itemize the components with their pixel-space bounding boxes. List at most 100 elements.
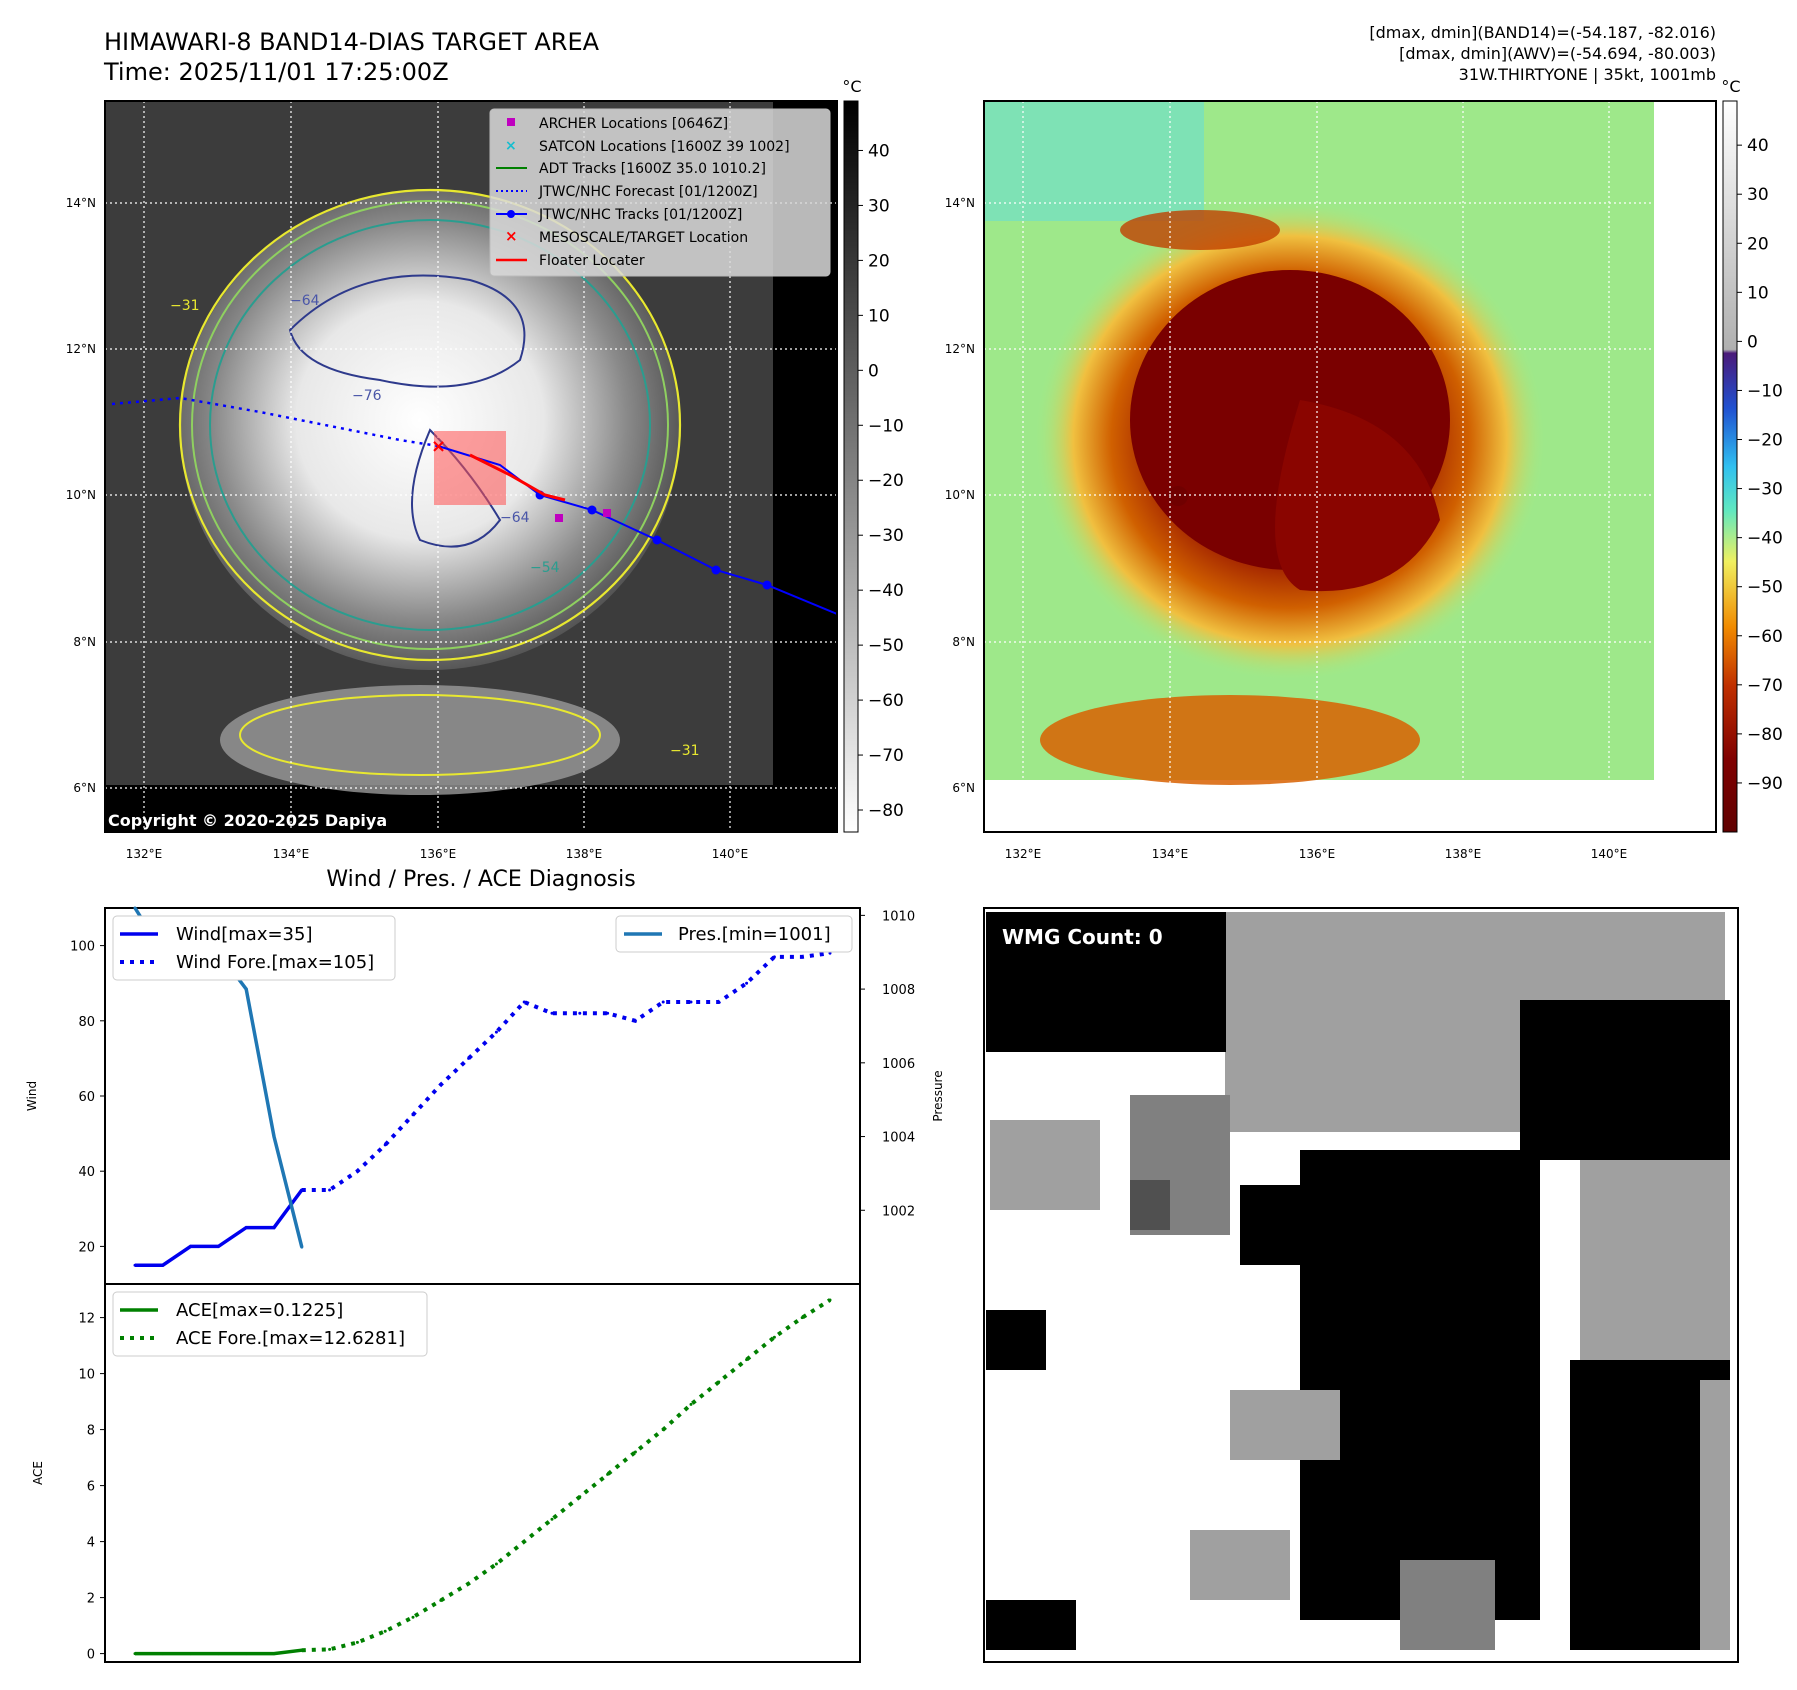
colorbar-tick-label: −20 [1747, 431, 1783, 451]
ir-colorbar-ticks: 40 30 20 10 0 −10 −20 −30 −40 −50 −60 −70 −80 [858, 141, 904, 821]
wmg-black-region-east [1300, 1150, 1540, 1620]
wind-forecast-line-point [300, 1188, 304, 1192]
ace-series-line-point [189, 1652, 193, 1656]
ace-forecast-line-point [550, 1517, 554, 1521]
ir-lat-tick: 10°N [66, 488, 96, 502]
awv-southern-band [1040, 695, 1420, 785]
awv-spiral-band [1275, 400, 1440, 592]
legend-archer: ARCHER Locations [0646Z] [539, 116, 728, 132]
awv-lon-tick: 132°E [1005, 847, 1042, 861]
ace-forecast-line-point [411, 1615, 415, 1619]
ir-lat-ticks: 14°N 12°N 10°N 8°N 6°N [66, 196, 96, 795]
legend-satcon: SATCON Locations [1600Z 39 1002] [539, 139, 790, 155]
ace-forecast-line-point [578, 1495, 582, 1499]
ir-lon-tick: 134°E [273, 847, 310, 861]
diagnosis-title: Wind / Pres. / ACE Diagnosis [326, 867, 635, 892]
legend-satcon-icon: × [505, 138, 517, 154]
pressure-series-line-point [300, 1245, 304, 1249]
contour-label-4: −54 [530, 560, 560, 576]
colorbar-tick-label: 40 [868, 141, 890, 161]
awv-moist-patch [984, 101, 1204, 221]
ace-forecast-line-point [439, 1598, 443, 1602]
colorbar-tick-label: −50 [1747, 578, 1783, 598]
wind-forecast-line-point [550, 1011, 554, 1015]
colorbar-tick-label: 40 [1747, 136, 1769, 156]
ace-forecast-line-point [745, 1358, 749, 1362]
wind-forecast-line-point [772, 955, 776, 959]
colorbar-tick-label: −60 [1747, 627, 1783, 647]
wmg-gray-region-west [990, 1120, 1100, 1210]
pressure-tick-label: 1006 [882, 1057, 915, 1072]
wmg-black-region-ne [1520, 1000, 1730, 1160]
ace-legend [112, 1291, 428, 1357]
awv-lat-tick: 12°N [945, 342, 975, 356]
colorbar-tick-label: −30 [1747, 480, 1783, 500]
contour-label-3: −64 [500, 510, 530, 526]
ir-lon-tick: 140°E [712, 847, 749, 861]
pressure-series-line-point [272, 1135, 276, 1139]
awv-northern-band [1120, 210, 1280, 250]
wind-forecast-line [301, 951, 831, 1192]
legend-target-icon: × [505, 227, 518, 245]
colorbar-tick-label: −40 [868, 581, 904, 601]
colorbar-tick-label: −40 [1747, 529, 1783, 549]
colorbar-tick-label: 10 [1747, 283, 1769, 303]
ace-tick-label: 8 [87, 1424, 95, 1439]
ir-colorbar [843, 100, 859, 833]
wmg-black-region-nw [986, 912, 1226, 1052]
colorbar-tick-label: 20 [868, 251, 890, 271]
ace-forecast-line [301, 1298, 832, 1653]
ir-lat-tick: 12°N [66, 342, 96, 356]
awv-lon-tick: 140°E [1591, 847, 1628, 861]
ir-lat-tick: 6°N [73, 781, 96, 795]
awv-map-frame [983, 100, 1717, 833]
wind-tick-label: 40 [78, 1165, 95, 1180]
pressure-tick-label: 1010 [882, 909, 915, 924]
wind-forecast-line-point [661, 1000, 665, 1004]
legend-pres: Pres.[min=1001] [678, 924, 831, 945]
wind-forecast-line-point [494, 1030, 498, 1034]
legend-wind-fore: Wind Fore.[max=105] [176, 952, 374, 973]
ace-forecast-line-point [300, 1648, 304, 1652]
pressure-tick-label: 1008 [882, 983, 915, 998]
wind-series-line-point [272, 1226, 276, 1230]
wind-forecast-line-point [606, 1011, 610, 1015]
awv-lat-tick: 14°N [945, 196, 975, 210]
ace-forecast-line-point [717, 1380, 721, 1384]
wind-tick-label: 20 [78, 1240, 95, 1255]
ir-southern-band [220, 685, 620, 795]
ir-lat-tick: 14°N [66, 196, 96, 210]
ace-tick-label: 6 [87, 1480, 95, 1495]
wind-forecast-line-point [328, 1188, 332, 1192]
awv-cell [1168, 486, 1188, 506]
awv-lon-tick: 134°E [1152, 847, 1189, 861]
ace-axis-label: ACE [31, 1461, 45, 1485]
wmg-gray-strip-se [1700, 1380, 1730, 1650]
awv-lat-tick: 6°N [952, 781, 975, 795]
jtwc-forecast-track [111, 396, 439, 448]
ace-forecast-line-point [467, 1582, 471, 1586]
map-legend: ARCHER Locations [0646Z] × SATCON Locati… [489, 108, 831, 277]
wind-tick-label: 100 [70, 940, 95, 955]
wmg-gray-region-south-2 [1190, 1530, 1290, 1600]
contour-label-5: −31 [170, 298, 200, 314]
ace-forecast-line-point [355, 1640, 359, 1644]
stats-band14: [dmax, dmin](BAND14)=(-54.187, -82.016) [1369, 23, 1716, 42]
archer-marker [555, 514, 563, 522]
awv-map-panel: 132°E 134°E 136°E 138°E 140°E 14°N 12°N … [945, 77, 1783, 861]
ace-forecast-line-point [772, 1335, 776, 1339]
colorbar-tick-label: 0 [1747, 332, 1758, 352]
ace-tick-label: 10 [78, 1368, 95, 1383]
colorbar-tick-label: −60 [868, 691, 904, 711]
wind-forecast-line-point [800, 955, 804, 959]
ir-map-panel: −64 −76 −64 −54 −31 −31 [66, 77, 904, 861]
wind-series-line-point [189, 1244, 193, 1248]
ir-lon-tick: 132°E [126, 847, 163, 861]
legend-tracks: JTWC/NHC Tracks [01/1200Z] [538, 207, 742, 223]
colorbar-tick-label: −10 [868, 416, 904, 436]
wind-forecast-line-point [522, 1000, 526, 1004]
wind-series-line-point [161, 1263, 165, 1267]
wmg-frame [983, 907, 1739, 1663]
wind-forecast-line-point [467, 1056, 471, 1060]
pressure-series-line-point [244, 987, 248, 991]
